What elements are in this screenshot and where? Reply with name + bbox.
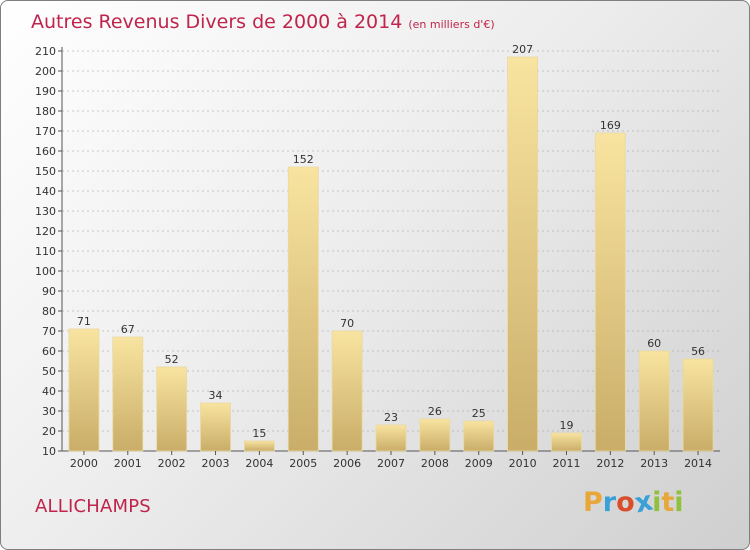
y-tick-label: 40 (42, 385, 56, 398)
logo-letter: P (583, 487, 603, 518)
bar-2002 (156, 366, 188, 452)
x-tick-label: 2010 (509, 457, 537, 470)
y-tick-label: 80 (42, 305, 56, 318)
chart-title-text: Autres Revenus Divers de 2000 à 2014 (31, 11, 403, 33)
x-tick-label: 2013 (640, 457, 668, 470)
x-tick-label: 2011 (552, 457, 580, 470)
bar-2000 (68, 328, 100, 452)
x-tick-label: 2000 (70, 457, 98, 470)
y-tick-label: 110 (35, 245, 56, 258)
chart-unit: (en milliers d'€) (408, 18, 495, 31)
y-tick-label: 120 (35, 225, 56, 238)
bar-value-label: 52 (165, 353, 179, 366)
logo-letter: t (661, 487, 675, 518)
bar-value-label: 25 (472, 407, 486, 420)
bar-2005 (287, 166, 319, 452)
x-tick-label: 2008 (421, 457, 449, 470)
bar-2007 (375, 424, 407, 452)
bar-value-label: 19 (559, 419, 573, 432)
bar-value-label: 169 (600, 119, 621, 132)
y-tick-label: 140 (35, 185, 56, 198)
x-tick-label: 2002 (158, 457, 186, 470)
x-tick-label: 2007 (377, 457, 405, 470)
logo-letter: o (616, 487, 635, 518)
bar-value-label: 207 (512, 43, 533, 56)
y-tick-label: 210 (35, 45, 56, 58)
x-tick-label: 2006 (333, 457, 361, 470)
bar-2011 (551, 432, 582, 452)
bar-value-label: 34 (209, 389, 223, 402)
bar-2012 (594, 132, 626, 452)
x-tick-label: 2004 (245, 457, 273, 470)
logo-letter: i (674, 487, 684, 518)
y-tick-label: 90 (42, 285, 56, 298)
y-tick-label: 150 (35, 165, 56, 178)
y-tick-label: 60 (42, 345, 56, 358)
y-tick-label: 190 (35, 85, 56, 98)
y-tick-label: 160 (35, 145, 56, 158)
bar-value-label: 26 (428, 405, 442, 418)
bar-value-label: 71 (77, 315, 91, 328)
bar-value-label: 15 (252, 427, 266, 440)
bar-value-label: 67 (121, 323, 135, 336)
x-tick-label: 2012 (596, 457, 624, 470)
bar-value-label: 152 (293, 153, 314, 166)
bar-value-label: 56 (691, 345, 705, 358)
x-tick-label: 2005 (289, 457, 317, 470)
y-tick-label: 70 (42, 325, 56, 338)
bar-2014 (682, 358, 714, 452)
bar-2009 (463, 420, 495, 452)
bar-2006 (331, 330, 363, 452)
bar-value-label: 23 (384, 411, 398, 424)
y-tick-label: 180 (35, 105, 56, 118)
bar-2008 (419, 418, 451, 452)
logo-letter: i (652, 487, 662, 518)
bar-2013 (638, 350, 670, 452)
bar-value-label: 60 (647, 337, 661, 350)
logo-letter: r (602, 487, 617, 518)
y-tick-label: 100 (35, 265, 56, 278)
y-tick-label: 50 (42, 365, 56, 378)
y-tick-label: 10 (42, 445, 56, 458)
y-tick-label: 20 (42, 425, 56, 438)
bar-value-label: 70 (340, 317, 354, 330)
y-tick-label: 130 (35, 205, 56, 218)
bar-2004 (243, 440, 275, 452)
y-tick-label: 200 (35, 65, 56, 78)
x-tick-label: 2009 (465, 457, 493, 470)
y-tick-label: 30 (42, 405, 56, 418)
place-name: ALLICHAMPS (35, 496, 151, 517)
bar-2003 (200, 402, 231, 452)
chart-title: Autres Revenus Divers de 2000 à 2014 (en … (31, 11, 495, 33)
x-tick-label: 2003 (202, 457, 230, 470)
bar-2010 (507, 56, 539, 452)
x-tick-label: 2014 (684, 457, 712, 470)
proxiti-logo: Proxiti (583, 486, 684, 520)
x-tick-label: 2001 (114, 457, 142, 470)
y-tick-label: 170 (35, 125, 56, 138)
bar-2001 (112, 336, 144, 452)
